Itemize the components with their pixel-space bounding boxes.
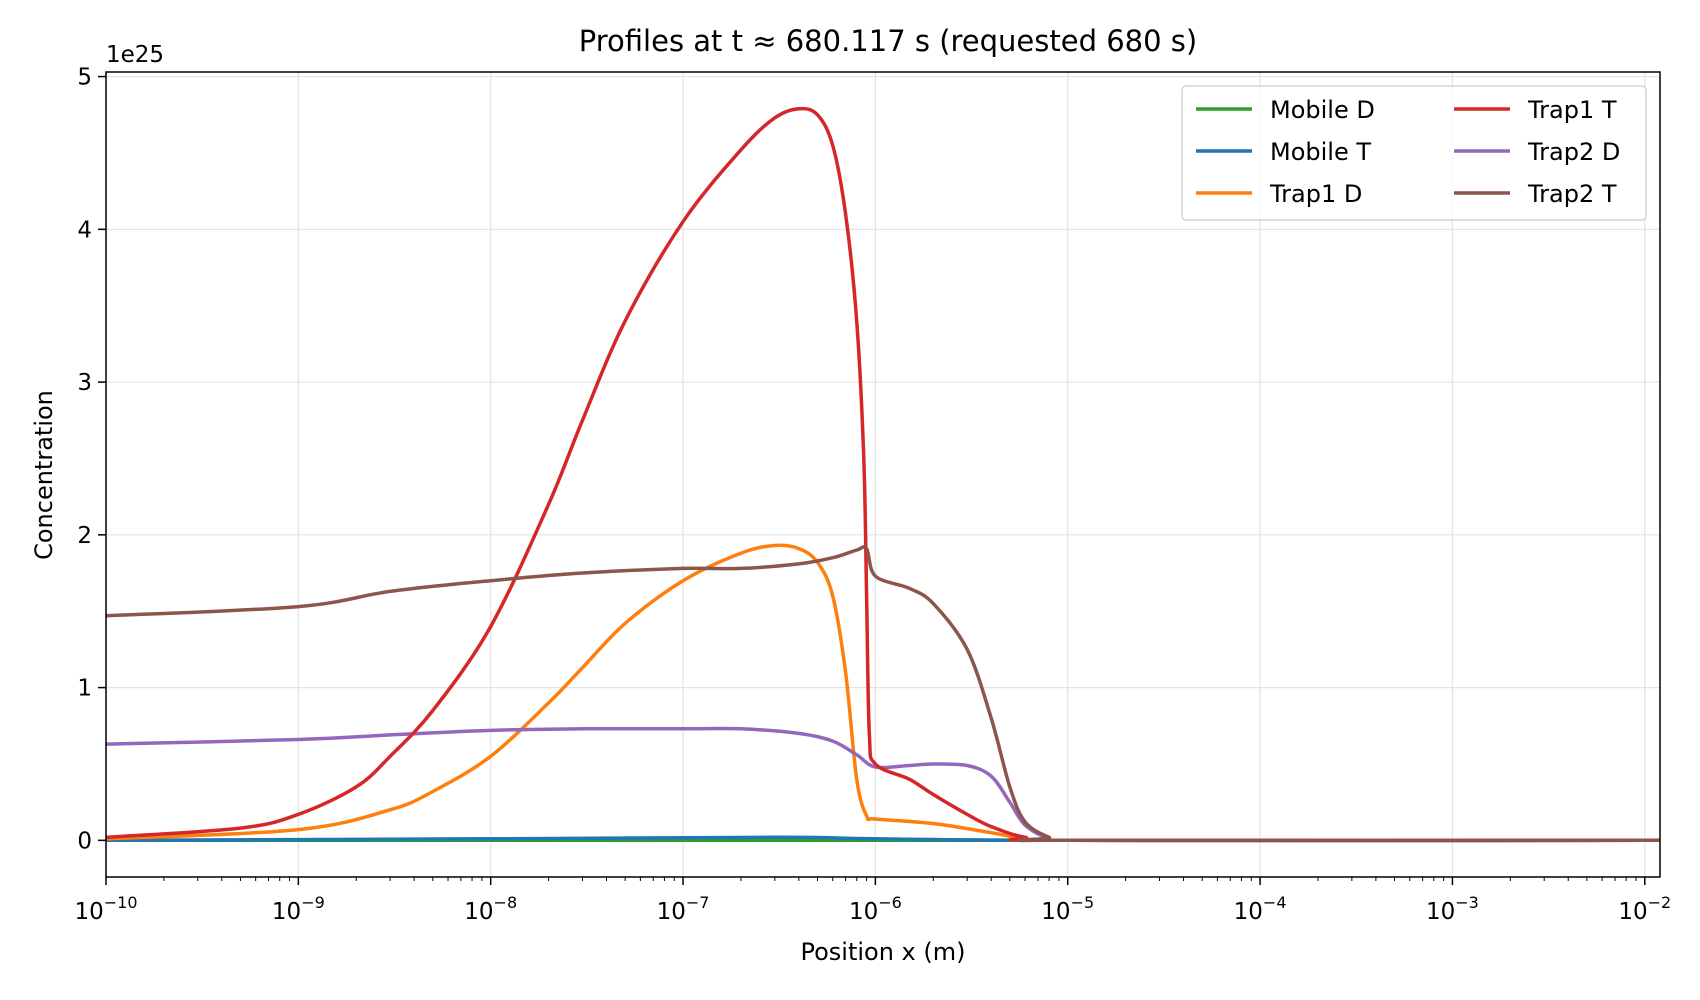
legend-box	[1181, 85, 1647, 221]
y-tick-label: 2	[77, 523, 92, 549]
y-offset-label: 1e25	[106, 42, 164, 68]
y-tick-label: 5	[77, 65, 92, 91]
x-axis-ticks: 10−10 10−9 10−8 10−7 10−6 10−5 10−4 10−3 10−2	[74, 877, 1671, 925]
x-tick-label: 10−2	[1618, 893, 1671, 925]
series-lines	[105, 106, 1661, 843]
plot-frame	[105, 71, 1661, 878]
series-line-trap1-t	[105, 106, 1661, 843]
legend-label: Trap1 T	[1527, 96, 1617, 124]
legend-label: Mobile D	[1270, 96, 1375, 124]
y-axis-title: Concentration	[30, 390, 58, 560]
x-tick-label: 10−7	[657, 893, 710, 925]
x-tick-label: 10−5	[1041, 893, 1094, 925]
x-tick-label: 10−9	[272, 893, 325, 925]
y-tick-label: 0	[77, 828, 92, 854]
x-tick-label: 10−3	[1426, 893, 1479, 925]
x-tick-label: 10−4	[1234, 893, 1287, 925]
legend-label: Trap2 T	[1527, 180, 1617, 208]
x-axis-title: Position x (m)	[800, 938, 965, 966]
legend-label: Trap1 D	[1269, 180, 1362, 208]
legend-label: Trap2 D	[1527, 138, 1620, 166]
legend-label: Mobile T	[1270, 138, 1371, 166]
x-tick-label: 10−10	[74, 893, 137, 925]
legend: Mobile D Mobile T Trap1 D Trap1 T Trap2 D Tra…	[1181, 85, 1647, 221]
y-tick-label: 1	[77, 676, 92, 702]
y-axis-ticks: 0 1 2 3 4 5	[77, 65, 106, 854]
y-tick-label: 4	[77, 217, 92, 243]
series-line-trap2-t	[105, 545, 1661, 843]
y-tick-label: 3	[77, 370, 92, 396]
x-tick-label: 10−8	[464, 893, 517, 925]
chart-title: Profiles at t ≈ 680.117 s (requested 680…	[579, 24, 1197, 58]
x-tick-label: 10−6	[849, 893, 902, 925]
